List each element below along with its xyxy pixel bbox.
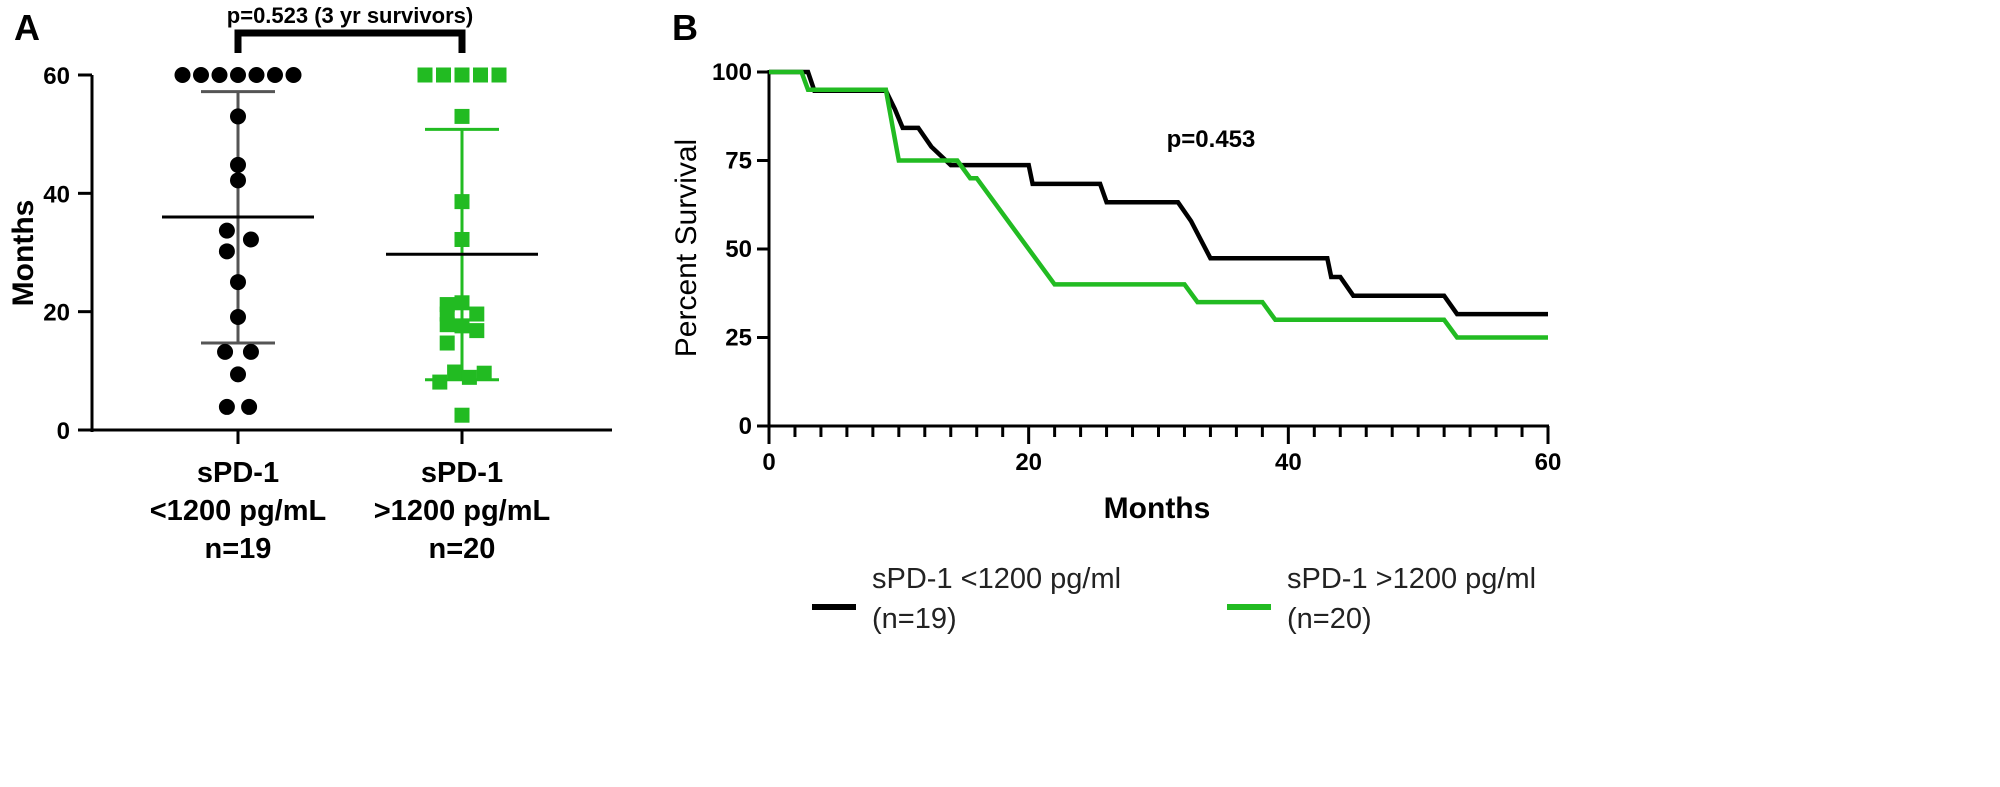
data-point [454,318,470,334]
legend-label-low-line2: (n=19) [872,603,957,635]
comparison-bracket [234,29,466,53]
panel-b-y-ticks: 0 25 50 75 100 [712,59,769,440]
data-point [436,67,451,83]
panel-b-x-tick-label: 20 [1015,449,1042,476]
data-point [218,243,235,260]
data-point [454,108,470,124]
category-label-high-line2: >1200 pg/mL [374,495,551,527]
panel-a-letter: A [14,7,40,48]
legend-item-low: sPD-1 <1200 pg/ml (n=19) [812,563,1121,635]
panel-b-xlabel: Months [1104,492,1211,525]
data-point [230,308,246,325]
panel-a-y-tick-label: 40 [43,181,70,208]
legend: sPD-1 <1200 pg/ml (n=19) sPD-1 >1200 pg/… [812,563,1536,635]
data-point [230,67,246,83]
data-point [469,323,485,339]
data-point [217,343,234,360]
panel-b-letter: B [672,7,698,48]
data-point [230,274,246,291]
panel-b-ylabel: Percent Survival [670,139,703,357]
data-point [432,374,448,390]
category-label-high-line1: sPD-1 [421,457,503,489]
panel-b-y-tick-label: 75 [725,148,752,175]
data-point [491,67,507,83]
data-point [267,67,283,83]
panel-b-p-value: p=0.453 [1167,126,1256,153]
panel-a: A Months p=0.523 (3 yr survivors) 0 20 40 6… [7,3,612,565]
category-label-low-line3: n=19 [205,533,272,565]
data-point [476,365,492,381]
data-point [248,67,265,83]
panel-a-error-bars [162,90,538,382]
panel-a-points [174,67,507,423]
data-point [285,67,302,83]
data-point [439,317,455,333]
category-label-high: sPD-1 >1200 pg/mL n=20 [374,457,551,565]
data-point [218,222,235,239]
data-point [454,194,470,210]
panel-a-ylabel: Months [7,200,40,307]
data-point [461,369,477,385]
panel-a-y-tick-label: 0 [57,418,70,445]
data-point [230,366,246,383]
data-point [174,67,191,83]
panel-b-x-tick-label: 60 [1535,449,1562,476]
data-point [242,343,259,360]
legend-item-high: sPD-1 >1200 pg/ml (n=20) [1227,563,1536,635]
category-label-high-line3: n=20 [429,533,496,565]
data-point [241,398,258,415]
data-point [454,295,470,311]
panel-b-y-tick-label: 25 [725,325,752,352]
survival-curves [769,69,1548,340]
panel-a-y-tick-label: 60 [43,63,70,90]
panel-b-x-tick-label: 0 [762,449,775,476]
category-label-low-line2: <1200 pg/mL [150,495,327,527]
data-point [230,108,246,125]
comparison-label: p=0.523 (3 yr survivors) [227,3,473,28]
panel-a-y-tick-label: 20 [43,300,70,327]
panel-a-y-ticks: 0 20 40 60 [43,63,92,445]
survival-curve-low [769,69,1548,317]
data-point [439,335,455,351]
data-point [230,172,246,189]
data-point [230,156,246,173]
data-point [454,67,470,83]
data-point [417,67,433,83]
data-point [447,364,463,380]
survival-curve-high [769,69,1548,340]
panel-b-x-tick-label: 40 [1275,449,1302,476]
category-label-low: sPD-1 <1200 pg/mL n=19 [150,457,327,565]
data-point [242,231,259,248]
data-point [211,67,228,83]
data-point [454,407,470,423]
panel-b-x-ticks: 0 20 40 60 [762,426,1561,476]
panel-b-y-tick-label: 50 [725,236,752,263]
legend-label-high-line2: (n=20) [1287,603,1372,635]
legend-label-low-line1: sPD-1 <1200 pg/ml [872,563,1121,595]
category-label-low-line1: sPD-1 [197,457,279,489]
panel-b-y-tick-label: 0 [739,413,752,440]
data-point [469,306,485,322]
legend-label-high-line1: sPD-1 >1200 pg/ml [1287,563,1536,595]
panel-b: B Percent Survival 0 25 50 75 100 0 20 40 60 p=… [670,7,1561,635]
data-point [218,398,235,415]
data-point [454,231,470,247]
panel-b-y-tick-label: 100 [712,59,752,86]
data-point [193,67,209,83]
data-point [473,67,488,83]
